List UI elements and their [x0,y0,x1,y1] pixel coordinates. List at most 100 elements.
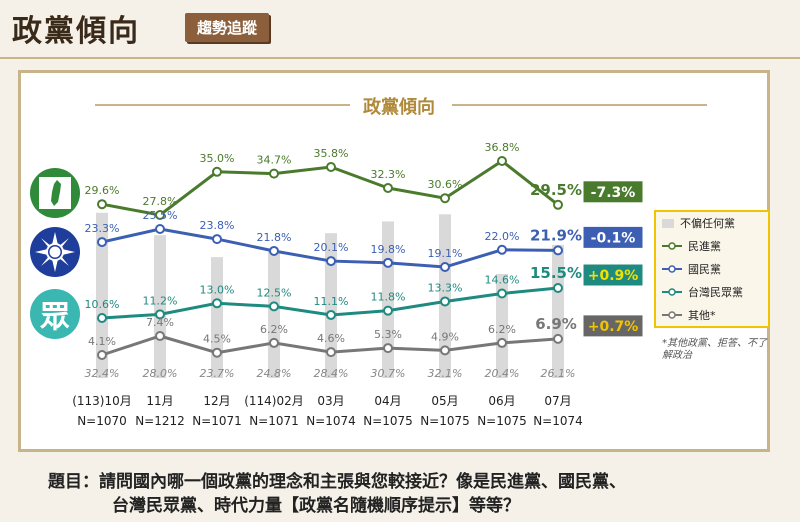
sample-size-label: N=1075 [363,414,413,428]
sample-size-label: N=1075 [420,414,470,428]
data-label: 27.8% [143,195,178,208]
data-label: 5.3% [374,328,402,341]
panel-title-line-right [452,104,707,106]
sample-size-label: N=1071 [249,414,299,428]
x-tick-label: 12月 [203,394,230,408]
data-label: 29.6% [85,184,120,197]
legend-label: 不偏任何黨 [680,217,735,230]
data-point [269,337,279,348]
legend-label: 民進黨 [688,240,721,253]
data-point [553,333,563,344]
x-tick-label: 05月 [431,394,458,408]
data-point [212,166,222,177]
bar-neutral [496,273,508,378]
bar-label: 24.8% [257,367,292,380]
data-point [326,256,336,267]
data-point [212,298,222,309]
data-label: 36.8% [485,141,520,154]
data-point [440,345,450,356]
data-label: 4.1% [88,335,116,348]
data-label: 20.1% [314,241,349,254]
data-label: 21.8% [257,231,292,244]
change-badge [582,225,644,249]
data-point [269,168,279,179]
data-label: 6.9% [535,315,577,333]
sample-size-label: N=1075 [477,414,527,428]
change-label: -0.1% [591,230,636,246]
bar-neutral [96,212,108,378]
x-tick-label: (113)10月 [72,394,132,408]
data-point [155,210,165,220]
legend-swatch-tpp [662,288,682,296]
dpp-logo [30,168,80,218]
legend-item-tpp: 台灣民眾黨 [662,285,743,299]
data-label: 11.1% [314,295,349,308]
data-point [97,199,107,210]
data-label: 14.6% [485,274,520,287]
change-label: +0.9% [588,268,639,284]
data-point [497,244,507,255]
legend-swatch-kmt [662,265,682,273]
data-label: 13.3% [428,281,463,294]
data-label: 13.0% [200,283,235,296]
legend-item-neutral: 不偏任何黨 [662,216,735,230]
data-label: 21.9% [530,226,582,244]
data-point [269,245,279,256]
question-line-1: 題目：請問國內哪一個政黨的理念和主張與您較接近？像是民進黨、國民黨、 [48,472,626,492]
bar-neutral [325,233,337,378]
trend-badge: 趨勢追蹤 [185,13,270,42]
chart-title: 政黨傾向 [355,93,443,119]
data-point [155,331,165,341]
data-point [497,337,507,348]
panel-title-line-left [95,104,350,106]
bar-label: 20.4% [485,367,520,380]
change-badge [582,314,644,338]
legend-swatch-dpp [662,242,682,250]
legend-item-other: 其他* [662,308,716,322]
data-label: 35.8% [314,147,349,160]
tpp-logo-text: 眾 [40,300,70,335]
dpp-logo-icon [39,177,71,209]
data-point [326,162,336,172]
data-label: 19.8% [371,243,406,256]
data-point [212,234,222,245]
kmt-logo [30,227,80,277]
legend-swatch-other [662,311,682,319]
sample-size-label: N=1074 [533,414,583,428]
data-point [269,301,279,312]
x-tick-label: (114)02月 [244,394,304,408]
legend: 不偏任何黨 民進黨 國民黨 台灣民眾黨 其他* [654,210,770,328]
sample-size-label: N=1212 [135,414,185,428]
legend-item-dpp: 民進黨 [662,239,721,253]
data-point [155,224,165,234]
data-point [326,347,336,358]
data-label: 4.9% [431,330,459,343]
page-title: 政黨傾向 [12,14,140,49]
data-point [440,193,450,204]
data-point [440,296,450,307]
bar-label: 28.0% [143,367,178,380]
legend-item-kmt: 國民黨 [662,262,721,276]
data-point [497,288,507,299]
x-tick-label: 11月 [146,394,173,408]
data-label: 19.1% [428,247,463,260]
sample-size-label: N=1070 [77,414,127,428]
data-label: 23.8% [200,219,235,232]
bar-neutral [439,214,451,378]
data-label: 34.7% [257,154,292,167]
data-point [383,257,393,268]
survey-question: 題目：請問國內哪一個政黨的理念和主張與您較接近？像是民進黨、國民黨、 台灣民眾黨… [48,470,626,518]
bar-label: 28.4% [314,367,349,380]
data-label: 22.0% [485,230,520,243]
legend-label: 國民黨 [688,263,721,276]
bar-label: 26.1% [541,367,576,380]
bar-label: 32.4% [85,367,120,380]
data-point [553,199,563,210]
data-label: 7.4% [146,316,174,329]
bar-label: 32.1% [428,367,463,380]
kmt-logo-icon [35,232,75,272]
sample-size-label: N=1071 [192,414,242,428]
bar-neutral [268,251,280,378]
bar-label: 30.7% [371,367,406,380]
